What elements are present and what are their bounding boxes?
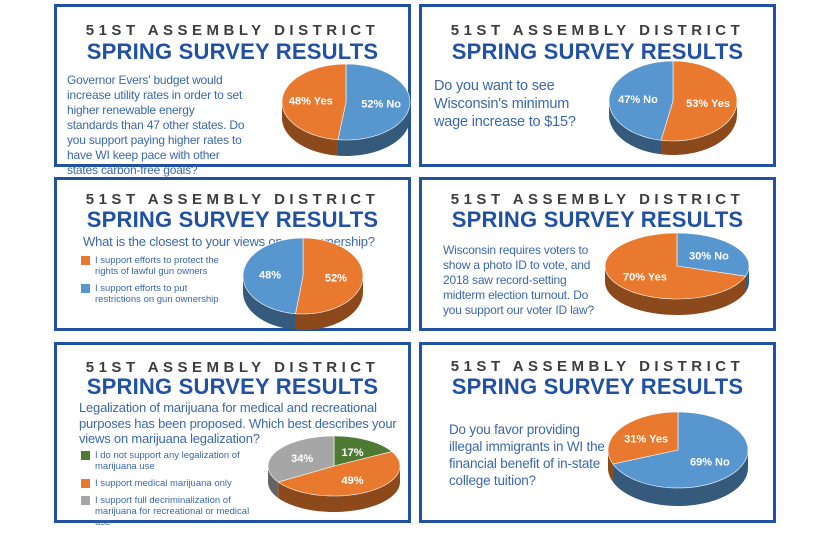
pie-side [661,101,737,155]
survey-panel-guns: 51ST ASSEMBLY DISTRICT SPRING SURVEY RES… [54,177,411,331]
pie-chart: 52% 48% [242,237,364,330]
pie-slice [676,232,750,277]
pie-slice [604,232,747,300]
survey-panel-voterid: 51ST ASSEMBLY DISTRICT SPRING SURVEY RES… [419,177,776,331]
pie-slice [607,411,679,465]
slice-label: 31% Yes [624,433,668,445]
pie-legend: I support efforts to protect the rights … [81,255,226,311]
pie-side [609,101,662,155]
district-heading: 51ST ASSEMBLY DISTRICT [85,191,380,208]
pie-side [608,450,613,482]
pie-side [282,102,338,156]
question-text: Do you favor providing illegal immigrant… [449,422,605,488]
survey-panel-utility: 51ST ASSEMBLY DISTRICT SPRING SURVEY RES… [54,4,411,177]
district-heading: 51ST ASSEMBLY DISTRICT [450,22,745,39]
question-text: Governor Evers' budget would increase ut… [67,73,245,177]
slice-label: 53% Yes [686,98,730,110]
legend-item: I support full decriminalization of mari… [81,495,261,528]
slice-label: 69% No [690,457,730,469]
question-text: Do you want to see Wisconsin's minimum w… [434,78,576,130]
district-heading: 51ST ASSEMBLY DISTRICT [450,358,745,375]
pie-side [745,266,749,293]
slice-label: 52% No [361,98,401,110]
pie-side [605,266,746,315]
pie-side [295,276,363,330]
slice-label: 48% Yes [289,96,333,108]
pie-side [278,466,400,512]
survey-panel-marijuana: 51ST ASSEMBLY DISTRICT SPRING SURVEY RES… [54,342,411,528]
legend-item: I support medical marijuana only [81,478,261,489]
pie-slice [242,237,304,315]
blue-swatch [81,284,90,293]
district-heading: 51ST ASSEMBLY DISTRICT [85,359,380,376]
slice-label: 34% [291,453,313,465]
pie-chart: 17% 49% 34% [267,435,401,512]
pie-legend: I do not support any legalization of mar… [81,450,261,534]
pie-chart: 53% Yes 47% No [608,60,738,155]
pie-chart: 52% No 48% Yes [281,63,411,156]
pie-slice [281,63,347,141]
legend-label: I support medical marijuana only [95,478,232,489]
pie-slice [267,435,335,483]
survey-panel-tuition: 51ST ASSEMBLY DISTRICT SPRING SURVEY RES… [419,342,776,523]
legend-item: I support efforts to put restrictions on… [81,283,226,305]
pie-slice [277,451,401,497]
pie-chart: 69% No 31% Yes [607,411,749,506]
legend-item: I support efforts to protect the rights … [81,255,226,277]
orange-swatch [81,479,90,488]
pie-slice [337,63,411,141]
legend-label: I support efforts to protect the rights … [95,255,219,277]
pie-side [337,102,410,156]
survey-title: SPRING SURVEY RESULTS [451,39,744,64]
question-text: Wisconsin requires voters to show a phot… [443,243,594,317]
survey-title: SPRING SURVEY RESULTS [86,374,379,399]
pie-slice [295,237,364,315]
pie-slice [612,411,749,489]
survey-panel-wage: 51ST ASSEMBLY DISTRICT SPRING SURVEY RES… [419,4,776,167]
slice-label: 30% No [689,250,729,262]
legend-label: I support full decriminalization of mari… [95,495,250,528]
orange-swatch [81,256,90,265]
question-text: Legalization of marijuana for medical an… [79,400,397,446]
pie-slice [333,435,393,467]
legend-label: I do not support any legalization of mar… [95,450,240,472]
district-heading: 51ST ASSEMBLY DISTRICT [85,22,380,39]
slice-label: 52% [325,272,347,284]
pie-side [268,466,279,499]
survey-title: SPRING SURVEY RESULTS [86,39,379,64]
pie-side [243,276,296,330]
pie-chart: 30% No 70% Yes [604,232,750,315]
survey-title: SPRING SURVEY RESULTS [451,374,744,399]
pie-slice [608,60,674,141]
district-heading: 51ST ASSEMBLY DISTRICT [450,191,745,208]
slice-label: 17% [341,447,363,459]
slice-label: 70% Yes [623,272,667,284]
pie-side [612,450,748,506]
survey-title: SPRING SURVEY RESULTS [86,207,379,232]
survey-title: SPRING SURVEY RESULTS [451,207,744,232]
pie-slice [660,60,738,142]
slice-label: 49% [341,475,363,487]
green-swatch [81,451,90,460]
slice-label: 47% No [618,94,658,106]
gray-swatch [81,496,90,505]
legend-label: I support efforts to put restrictions on… [95,283,219,305]
legend-item: I do not support any legalization of mar… [81,450,261,472]
slice-label: 48% [259,270,281,282]
